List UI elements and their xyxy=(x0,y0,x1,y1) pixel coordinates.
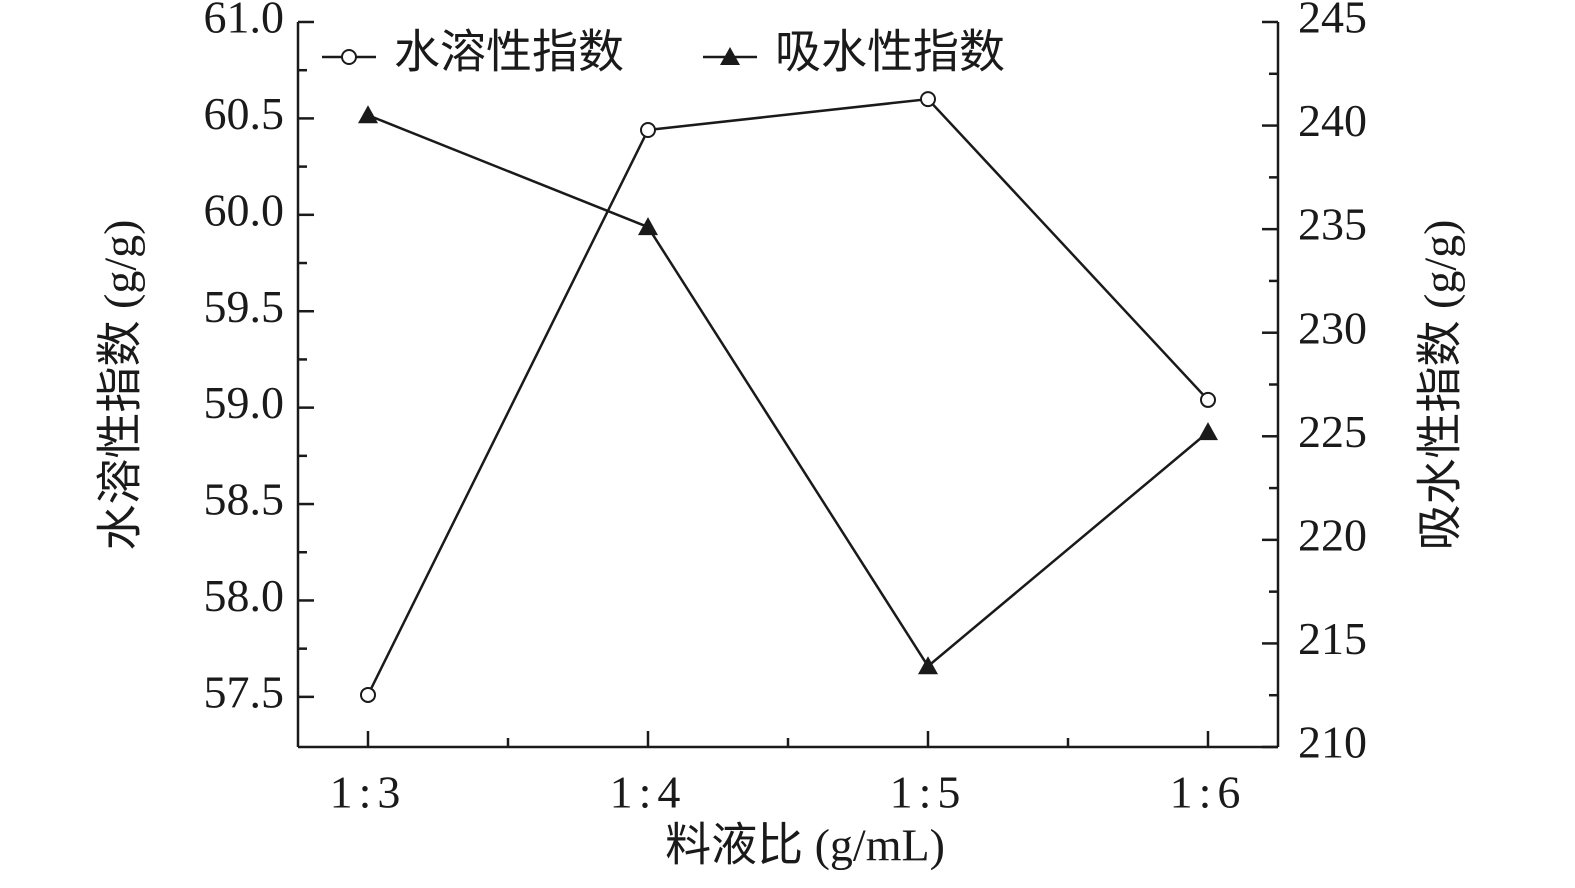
y-tick-label: 59.5 xyxy=(204,281,285,332)
data-point xyxy=(638,217,658,236)
legend-marker xyxy=(341,49,357,65)
x-tick-label: 1:3 xyxy=(330,767,407,818)
legend-label: 水溶性指数 xyxy=(394,27,624,78)
y-axis-title: 水溶性指数 (g/g) xyxy=(95,220,146,551)
series-line xyxy=(366,97,1209,696)
x-tick-label: 1:5 xyxy=(890,767,967,818)
data-point xyxy=(358,105,378,124)
y2-tick-label: 240 xyxy=(1298,95,1367,146)
x-tick-label: 1:6 xyxy=(1170,767,1247,818)
y2-tick-label: 210 xyxy=(1298,717,1367,768)
data-point xyxy=(640,121,656,138)
y-tick-label: 60.5 xyxy=(204,88,285,139)
data-point xyxy=(1198,422,1218,441)
y2-axis-title: 吸水性指数 (g/g) xyxy=(1415,220,1466,551)
y2-tick-label: 225 xyxy=(1298,406,1367,457)
data-point xyxy=(920,91,936,108)
y-tick-label: 58.5 xyxy=(204,474,285,525)
y-tick-label: 59.0 xyxy=(204,377,285,428)
data-point xyxy=(360,686,376,703)
legend-marker xyxy=(720,47,740,65)
y2-tick-label: 230 xyxy=(1298,302,1367,353)
y-tick-label: 58.0 xyxy=(204,570,285,621)
legend-label: 吸水性指数 xyxy=(775,27,1005,78)
data-point xyxy=(918,656,938,675)
y2-tick-label: 220 xyxy=(1298,509,1367,560)
x-tick-label: 1:4 xyxy=(610,767,687,818)
y2-tick-label: 235 xyxy=(1298,199,1367,250)
y-tick-label: 61.0 xyxy=(204,0,285,43)
y2-tick-label: 215 xyxy=(1298,613,1367,664)
y-tick-label: 60.0 xyxy=(204,184,285,235)
data-point xyxy=(1200,391,1216,408)
y-tick-label: 57.5 xyxy=(204,666,285,717)
x-axis-title: 料液比 (g/mL) xyxy=(665,820,945,871)
series-line xyxy=(367,114,1209,669)
y2-tick-label: 245 xyxy=(1298,0,1367,43)
